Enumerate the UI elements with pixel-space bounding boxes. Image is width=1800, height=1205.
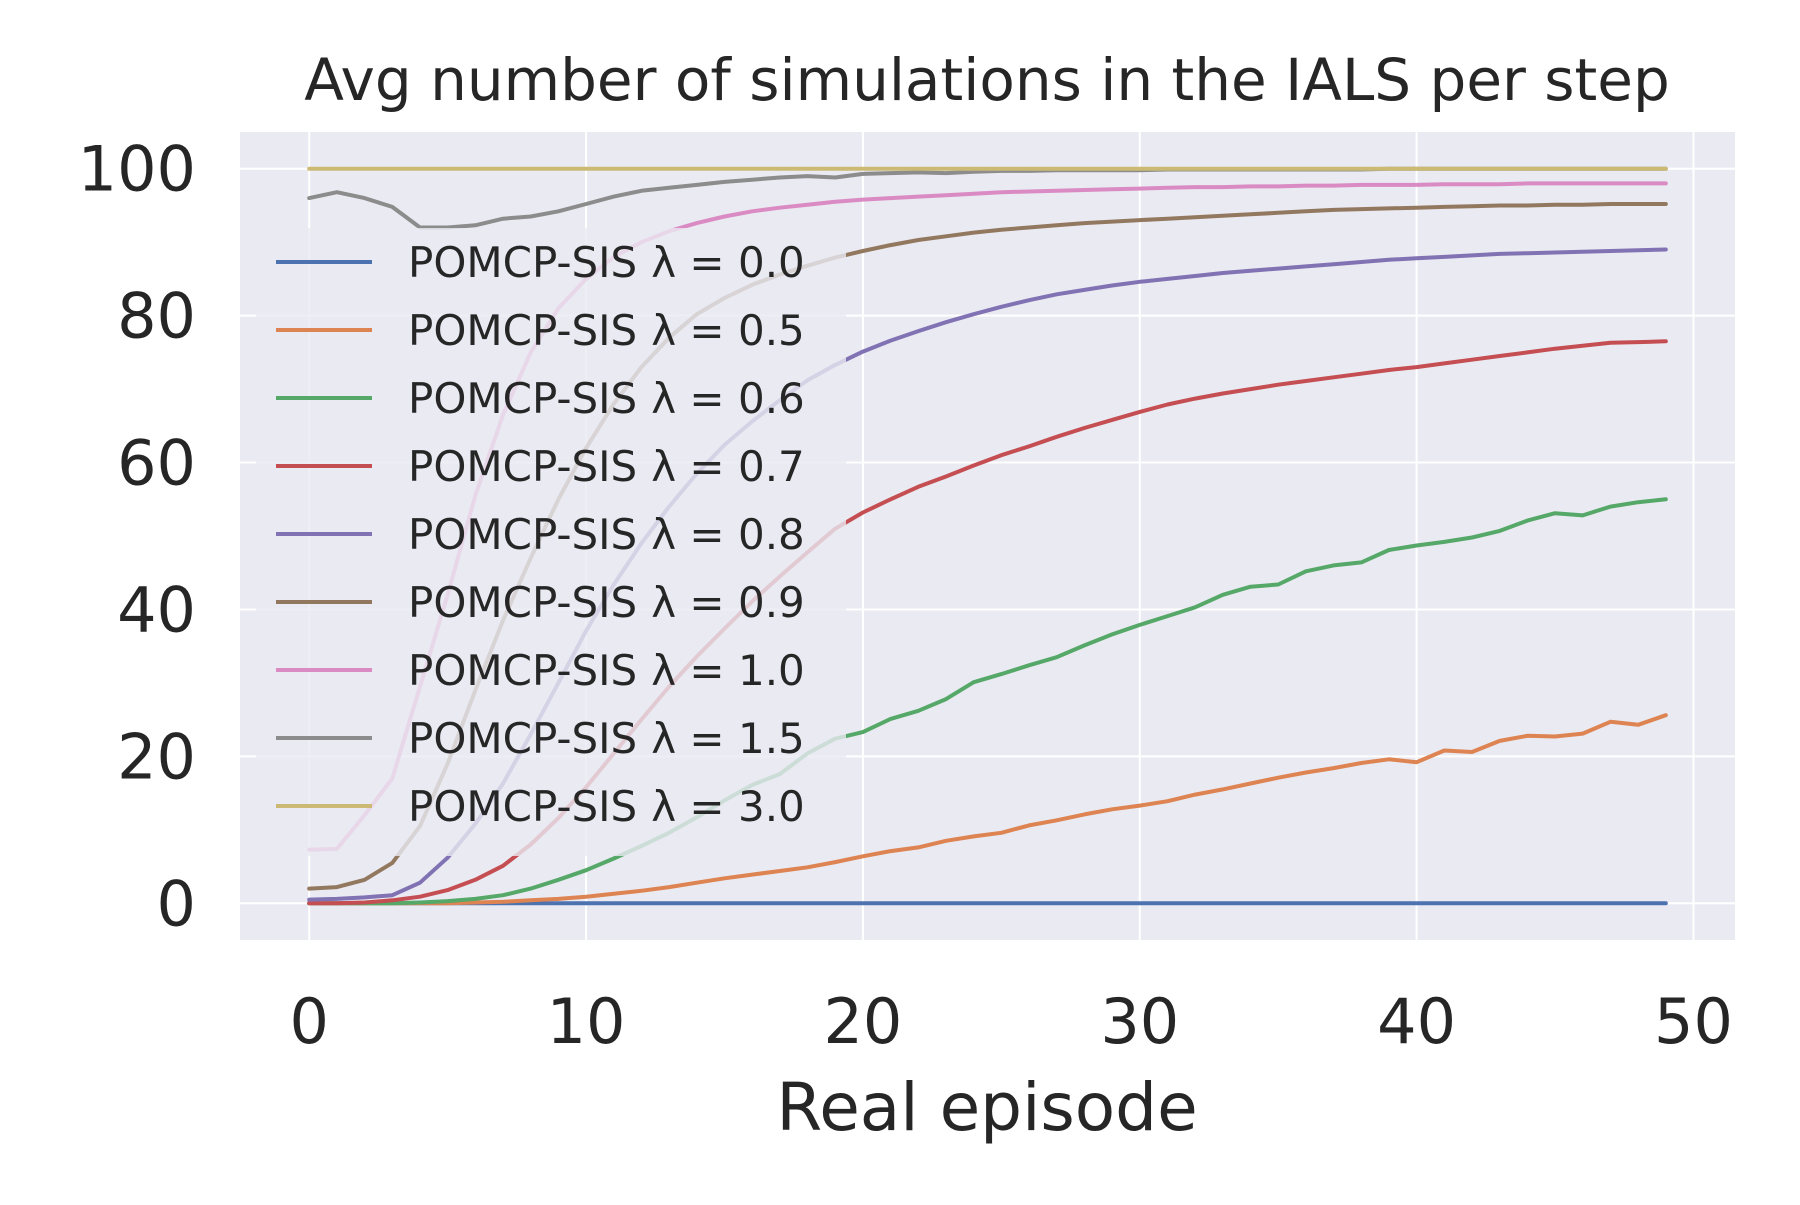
series-line-2 bbox=[307, 497, 1668, 906]
x-tick-label: 40 bbox=[1377, 985, 1456, 1058]
y-tick-label: 40 bbox=[117, 573, 196, 646]
legend-lambda-label: λ = 0.9 bbox=[651, 578, 805, 627]
legend-label-8: POMCP-SIS λ = 3.0 bbox=[408, 782, 805, 831]
x-tick-labels: 0 10 20 30 40 50 bbox=[289, 985, 1732, 1058]
x-tick-label: 10 bbox=[547, 985, 626, 1058]
legend-lambda-label: λ = 0.6 bbox=[651, 374, 805, 423]
y-tick-label: 80 bbox=[117, 280, 196, 353]
y-tick-label: 60 bbox=[117, 427, 196, 500]
legend-label-7: POMCP-SIS λ = 1.5 bbox=[408, 714, 805, 763]
legend-series-name: POMCP-SIS bbox=[408, 782, 637, 831]
legend-lambda-label: λ = 0.0 bbox=[651, 238, 805, 287]
series-line-1 bbox=[307, 713, 1668, 906]
legend-label-6: POMCP-SIS λ = 1.0 bbox=[408, 646, 805, 695]
legend-series-name: POMCP-SIS bbox=[408, 510, 637, 559]
legend-label-5: POMCP-SIS λ = 0.9 bbox=[408, 578, 805, 627]
legend-lambda-label: λ = 1.5 bbox=[651, 714, 805, 763]
legend-series-name: POMCP-SIS bbox=[408, 646, 637, 695]
x-tick-label: 0 bbox=[289, 985, 328, 1058]
legend-label-0: POMCP-SIS λ = 0.0 bbox=[408, 238, 805, 287]
legend-label-4: POMCP-SIS λ = 0.8 bbox=[408, 510, 805, 559]
legend-series-name: POMCP-SIS bbox=[408, 714, 637, 763]
x-axis-label: Real episode bbox=[776, 1069, 1197, 1146]
legend-series-name: POMCP-SIS bbox=[408, 442, 637, 491]
legend-lambda-label: λ = 1.0 bbox=[651, 646, 805, 695]
chart-title: Avg number of simulations in the IALS pe… bbox=[304, 46, 1670, 114]
legend-lambda-label: λ = 0.8 bbox=[651, 510, 805, 559]
legend-lambda-label: λ = 0.7 bbox=[651, 442, 805, 491]
legend-series-name: POMCP-SIS bbox=[408, 578, 637, 627]
legend-series-name: POMCP-SIS bbox=[408, 306, 637, 355]
y-tick-label: 0 bbox=[157, 867, 196, 940]
legend-label-1: POMCP-SIS λ = 0.5 bbox=[408, 306, 805, 355]
legend-lambda-label: λ = 0.5 bbox=[651, 306, 805, 355]
legend-lambda-label: λ = 3.0 bbox=[651, 782, 805, 831]
legend-series-name: POMCP-SIS bbox=[408, 238, 637, 287]
x-tick-label: 50 bbox=[1654, 985, 1733, 1058]
y-tick-label: 20 bbox=[117, 720, 196, 793]
y-tick-label: 100 bbox=[78, 133, 196, 206]
legend-series-name: POMCP-SIS bbox=[408, 374, 637, 423]
legend-frame bbox=[256, 228, 846, 856]
legend-label-3: POMCP-SIS λ = 0.7 bbox=[408, 442, 805, 491]
y-tick-labels: 0 20 40 60 80 100 bbox=[78, 133, 196, 941]
x-tick-label: 30 bbox=[1100, 985, 1179, 1058]
x-tick-label: 20 bbox=[823, 985, 902, 1058]
legend-label-2: POMCP-SIS λ = 0.6 bbox=[408, 374, 805, 423]
